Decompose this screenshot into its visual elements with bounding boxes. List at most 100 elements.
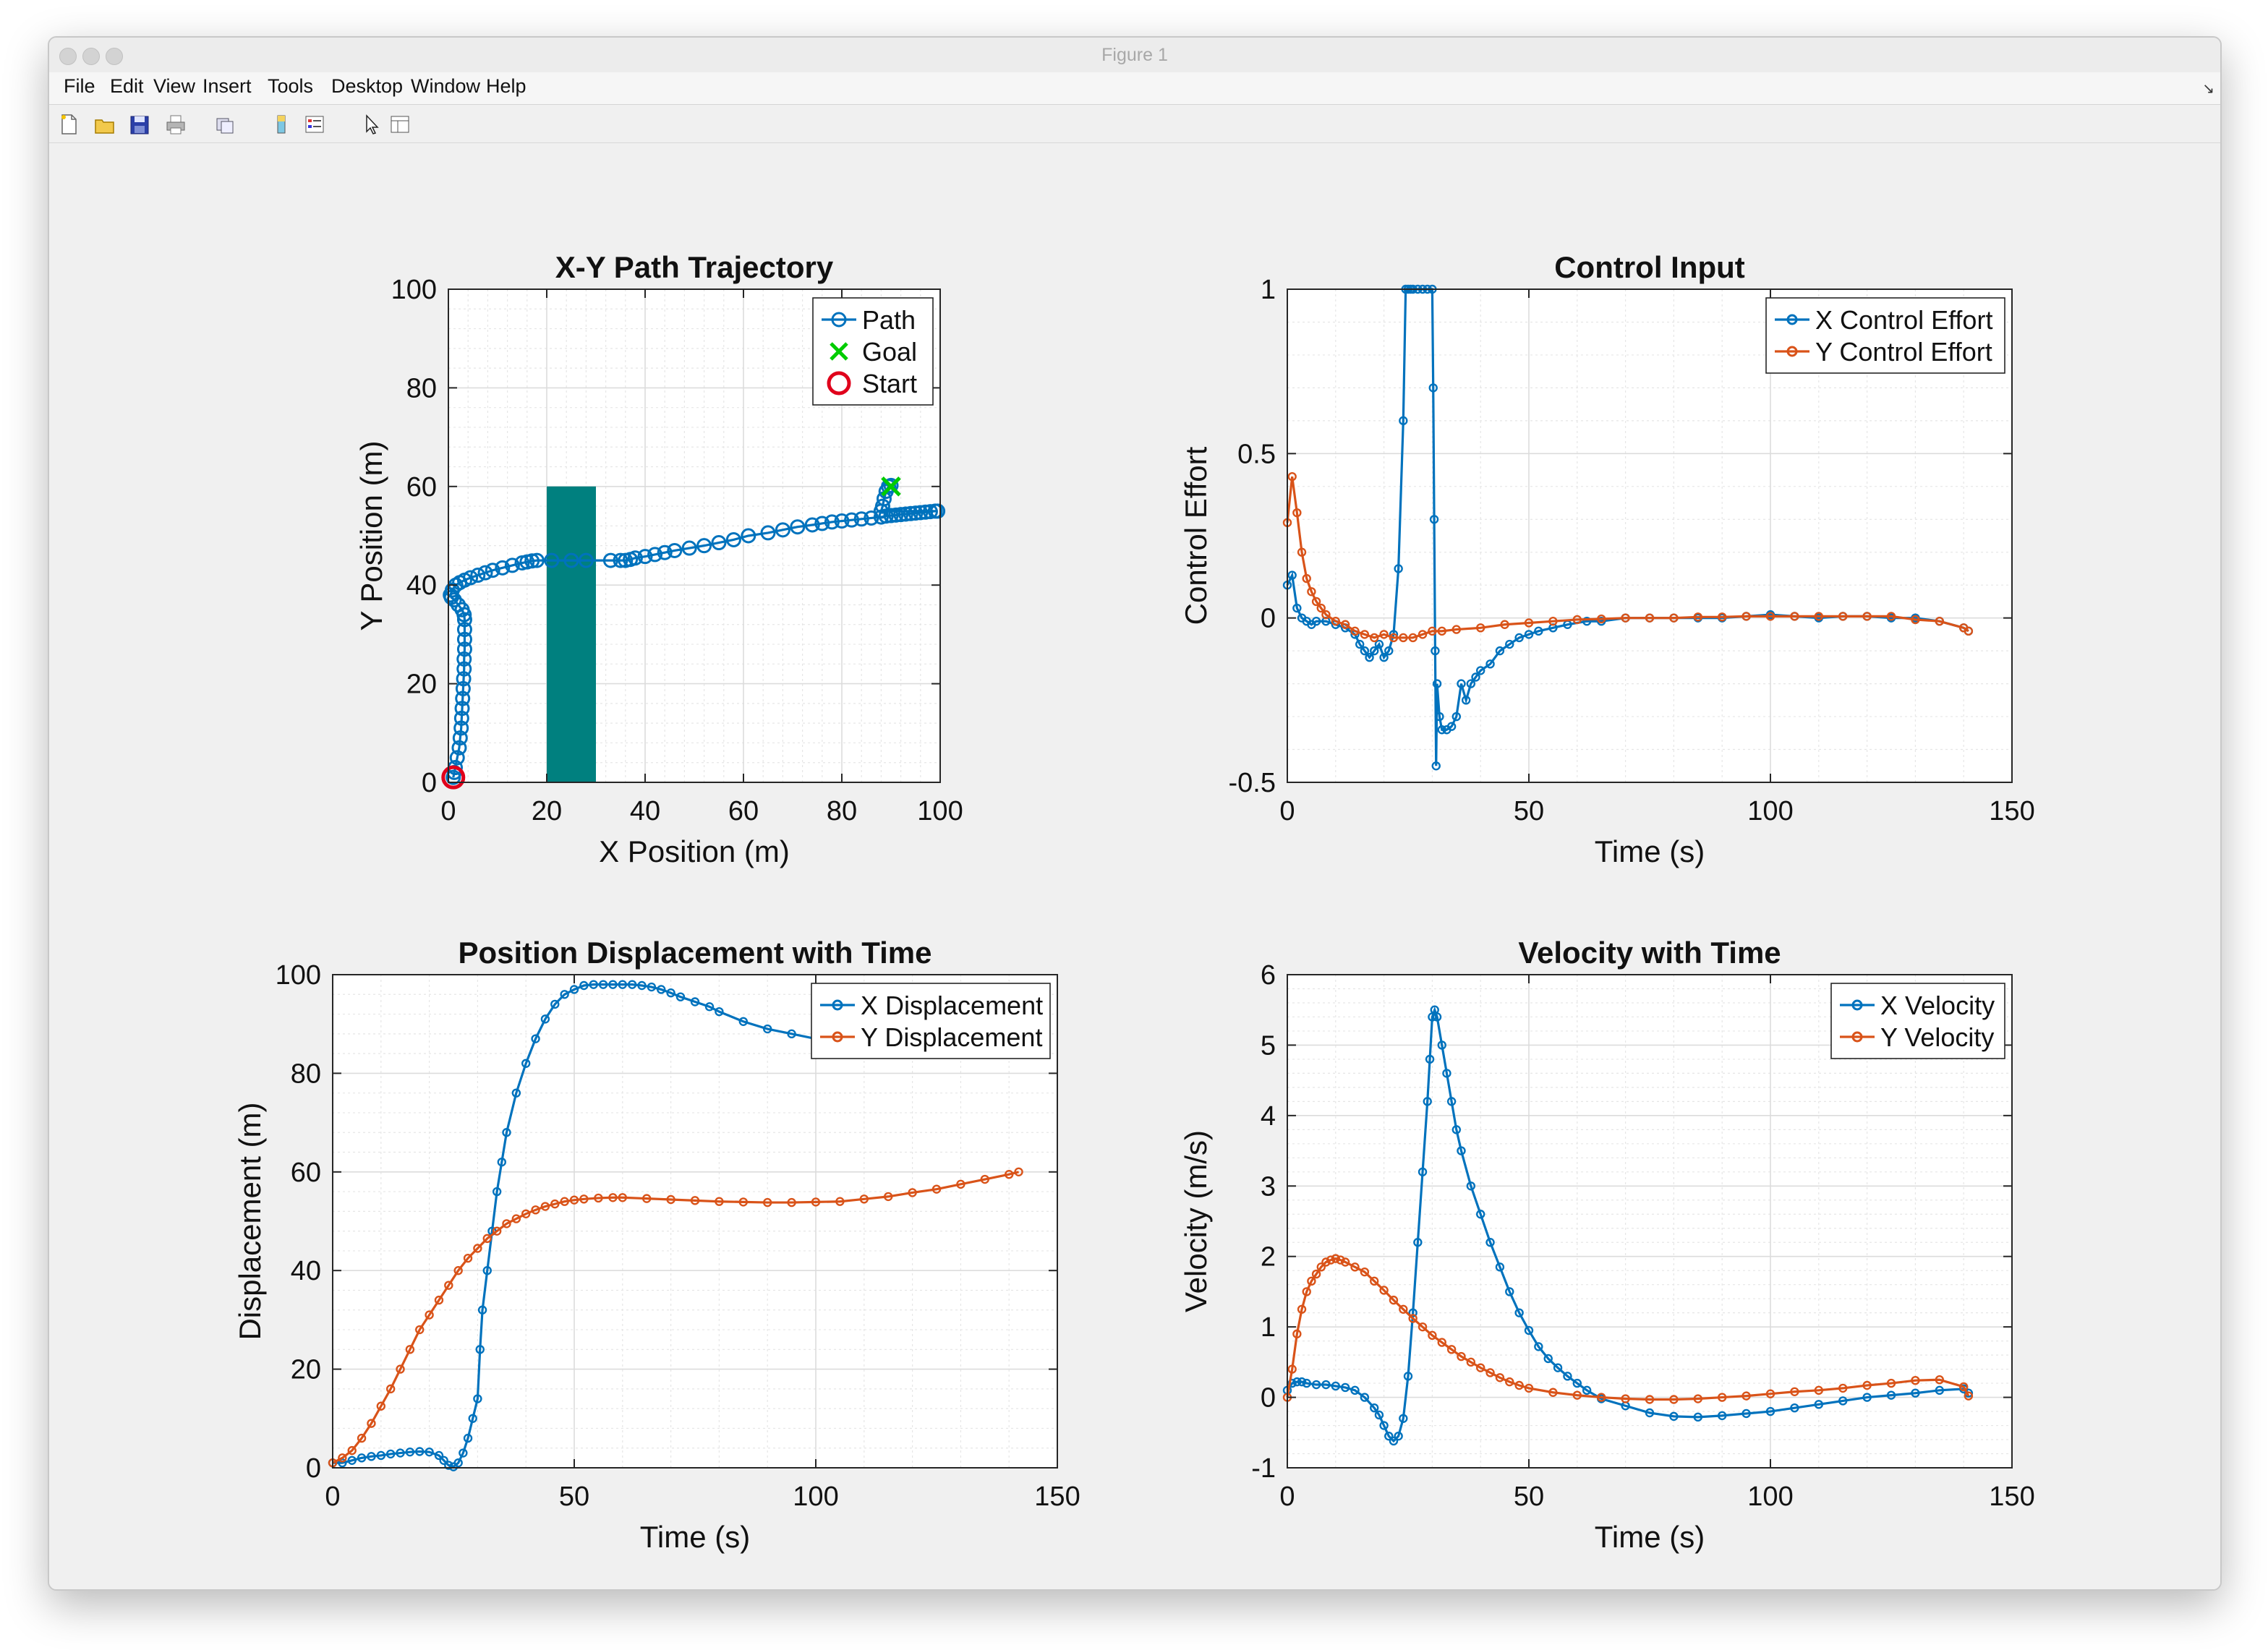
- y-tick-label: 40: [291, 1256, 321, 1286]
- data-point: [1466, 1181, 1476, 1191]
- data-point: [1321, 1380, 1331, 1390]
- x-axis-label: Time (s): [1595, 834, 1705, 868]
- data-point: [1360, 1393, 1370, 1402]
- data-point: [1340, 620, 1350, 629]
- data-point: [1548, 617, 1558, 626]
- data-point: [1399, 1414, 1408, 1424]
- zoom-window-button[interactable]: [106, 48, 123, 65]
- figure-window: Figure 1 File Edit View Insert Tools Des…: [48, 36, 2222, 1591]
- data-point: [540, 1014, 550, 1024]
- data-point: [775, 522, 790, 538]
- x-tick-label: 100: [793, 1482, 838, 1512]
- data-point: [738, 1197, 748, 1207]
- data-point: [1451, 711, 1462, 722]
- y-tick-label: 80: [406, 373, 437, 403]
- data-point: [908, 505, 924, 521]
- menu-help[interactable]: Help: [486, 75, 526, 97]
- data-point: [804, 517, 820, 533]
- data-point: [569, 985, 579, 994]
- data-point: [1838, 612, 1848, 621]
- colorbar-icon[interactable]: [270, 113, 292, 136]
- data-point: [1862, 612, 1872, 621]
- minimize-window-button[interactable]: [82, 48, 100, 65]
- data-point: [908, 1188, 917, 1197]
- data-point: [578, 552, 594, 568]
- data-point: [666, 988, 675, 998]
- legend-label: Y Displacement: [861, 1022, 1042, 1052]
- data-point: [956, 1179, 965, 1189]
- data-point: [613, 552, 628, 568]
- data-point: [1742, 1409, 1751, 1419]
- data-point: [657, 985, 666, 994]
- data-point: [563, 552, 579, 568]
- menu-bar: [49, 72, 2220, 105]
- new-figure-icon[interactable]: [58, 113, 80, 136]
- data-point: [338, 1453, 347, 1463]
- data-point: [456, 641, 472, 657]
- data-point: [550, 999, 560, 1009]
- data-point: [1428, 1330, 1437, 1341]
- save-icon[interactable]: [129, 113, 150, 136]
- menu-view[interactable]: View: [153, 75, 196, 97]
- data-point: [883, 477, 899, 493]
- data-point: [1389, 1295, 1399, 1305]
- close-window-button[interactable]: [59, 48, 77, 65]
- data-point: [834, 513, 850, 529]
- data-point: [835, 1197, 845, 1206]
- data-point: [482, 1234, 492, 1244]
- data-point: [1451, 625, 1462, 634]
- data-point: [1394, 564, 1403, 573]
- data-point: [531, 1034, 540, 1043]
- data-point: [1307, 1276, 1316, 1286]
- data-point: [1505, 639, 1514, 649]
- link-icon[interactable]: [214, 113, 236, 136]
- data-point: [893, 507, 909, 523]
- axes-disp: 0 50 100 150 0 20 40 60 80 100 Position Displaceme…: [233, 936, 1080, 1554]
- axes-frame: [1287, 974, 2013, 1469]
- pointer-icon[interactable]: [360, 113, 382, 136]
- menu-tools[interactable]: Tools: [268, 75, 314, 97]
- data-point: [725, 531, 741, 547]
- menu-desktop[interactable]: Desktop: [331, 75, 404, 97]
- axes-frame: [448, 288, 941, 783]
- data-point: [790, 519, 806, 535]
- y-tick-label: 0.5: [1237, 439, 1276, 469]
- data-point: [1886, 1378, 1896, 1388]
- data-point: [787, 1197, 796, 1207]
- data-point: [763, 1024, 772, 1034]
- data-point: [1621, 613, 1630, 623]
- print-icon[interactable]: [165, 113, 187, 136]
- data-point: [1572, 1390, 1582, 1400]
- menu-overflow-arrow-icon[interactable]: ↘: [2202, 81, 2214, 97]
- x-tick-label: 80: [827, 796, 857, 826]
- y-tick-label: -1: [1251, 1453, 1276, 1484]
- property-inspector-icon[interactable]: [389, 113, 411, 136]
- data-point: [1466, 679, 1476, 688]
- data-point: [385, 1384, 396, 1394]
- data-point: [1475, 1210, 1485, 1219]
- legend-marker: [832, 999, 843, 1011]
- data-point: [1524, 1383, 1534, 1393]
- data-point: [560, 990, 569, 999]
- data-point: [1765, 612, 1775, 621]
- data-point: [1485, 1238, 1495, 1247]
- menu-edit[interactable]: Edit: [110, 75, 144, 97]
- data-point: [690, 1196, 700, 1205]
- data-point: [814, 516, 830, 531]
- menu-file[interactable]: File: [64, 75, 95, 97]
- data-point: [883, 1192, 893, 1202]
- y-tick-label: 60: [291, 1158, 321, 1188]
- x-tick-label: 50: [1514, 1482, 1544, 1512]
- data-point: [1435, 711, 1444, 722]
- data-point: [434, 1450, 444, 1461]
- data-point: [1765, 1389, 1775, 1398]
- menu-window[interactable]: Window: [411, 75, 481, 97]
- menu-insert[interactable]: Insert: [202, 75, 252, 97]
- data-point: [1360, 1267, 1370, 1277]
- data-point: [1370, 633, 1379, 643]
- data-point: [376, 1450, 385, 1461]
- open-file-icon[interactable]: [94, 113, 116, 136]
- x-tick-label: 20: [532, 796, 562, 826]
- data-point: [456, 622, 472, 638]
- legend-icon[interactable]: [304, 113, 325, 136]
